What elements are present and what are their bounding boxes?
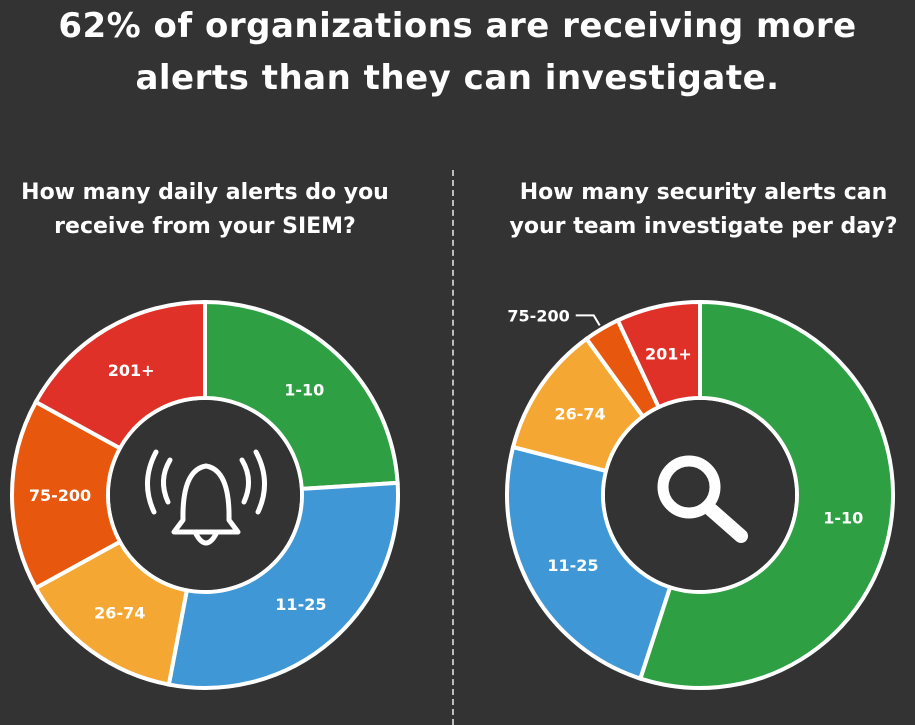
callout-line-75-200 [575,314,601,326]
donut-slice-11-25 [166,480,400,690]
left-chart-question: How many daily alerts do you receive fro… [0,176,410,244]
dashed-divider [452,170,454,725]
slice-label-75-200: 75-200 [29,486,91,505]
investigate-alerts-donut: 1-10 11-25 26-74 75-200 201+ [505,299,895,690]
donut-hole [110,400,300,590]
right-chart-question: How many security alerts can your team i… [492,176,915,244]
headline-line-2: alerts than they can investigate. [135,58,780,98]
donut-slice-1-10 [637,299,895,690]
slice-label-201+: 201+ [108,361,155,380]
headline-line-1: 62% of organizations are receiving more [58,6,857,46]
left-question-line-1: How many daily alerts do you [21,180,389,205]
magnifying-glass-icon [657,455,748,543]
donut-slice-201+ [615,299,702,410]
slice-label-201+: 201+ [645,344,692,363]
slice-label-1-10: 1-10 [284,380,324,399]
slice-label-11-25: 11-25 [275,595,326,614]
slice-label-1-10: 1-10 [823,509,863,528]
slice-label-26-74: 26-74 [554,404,605,423]
left-question-line-2: receive from your SIEM? [54,214,356,239]
slice-label-26-74: 26-74 [94,603,145,622]
donut-slice-75-200 [10,399,123,591]
slice-label-11-25: 11-25 [547,556,598,575]
donut-slice-1-10 [203,299,400,492]
right-question-line-1: How many security alerts can [519,180,888,205]
slice-label-75-200: 75-200 [507,306,569,325]
donut-slice-11-25 [505,444,673,682]
siem-alerts-donut: 1-10 11-25 26-74 75-200 201+ [10,299,400,690]
alarm-bell-icon [144,449,268,546]
right-question-line-2: your team investigate per day? [509,214,898,239]
donut-hole [605,400,795,590]
donut-slice-201+ [33,299,207,451]
